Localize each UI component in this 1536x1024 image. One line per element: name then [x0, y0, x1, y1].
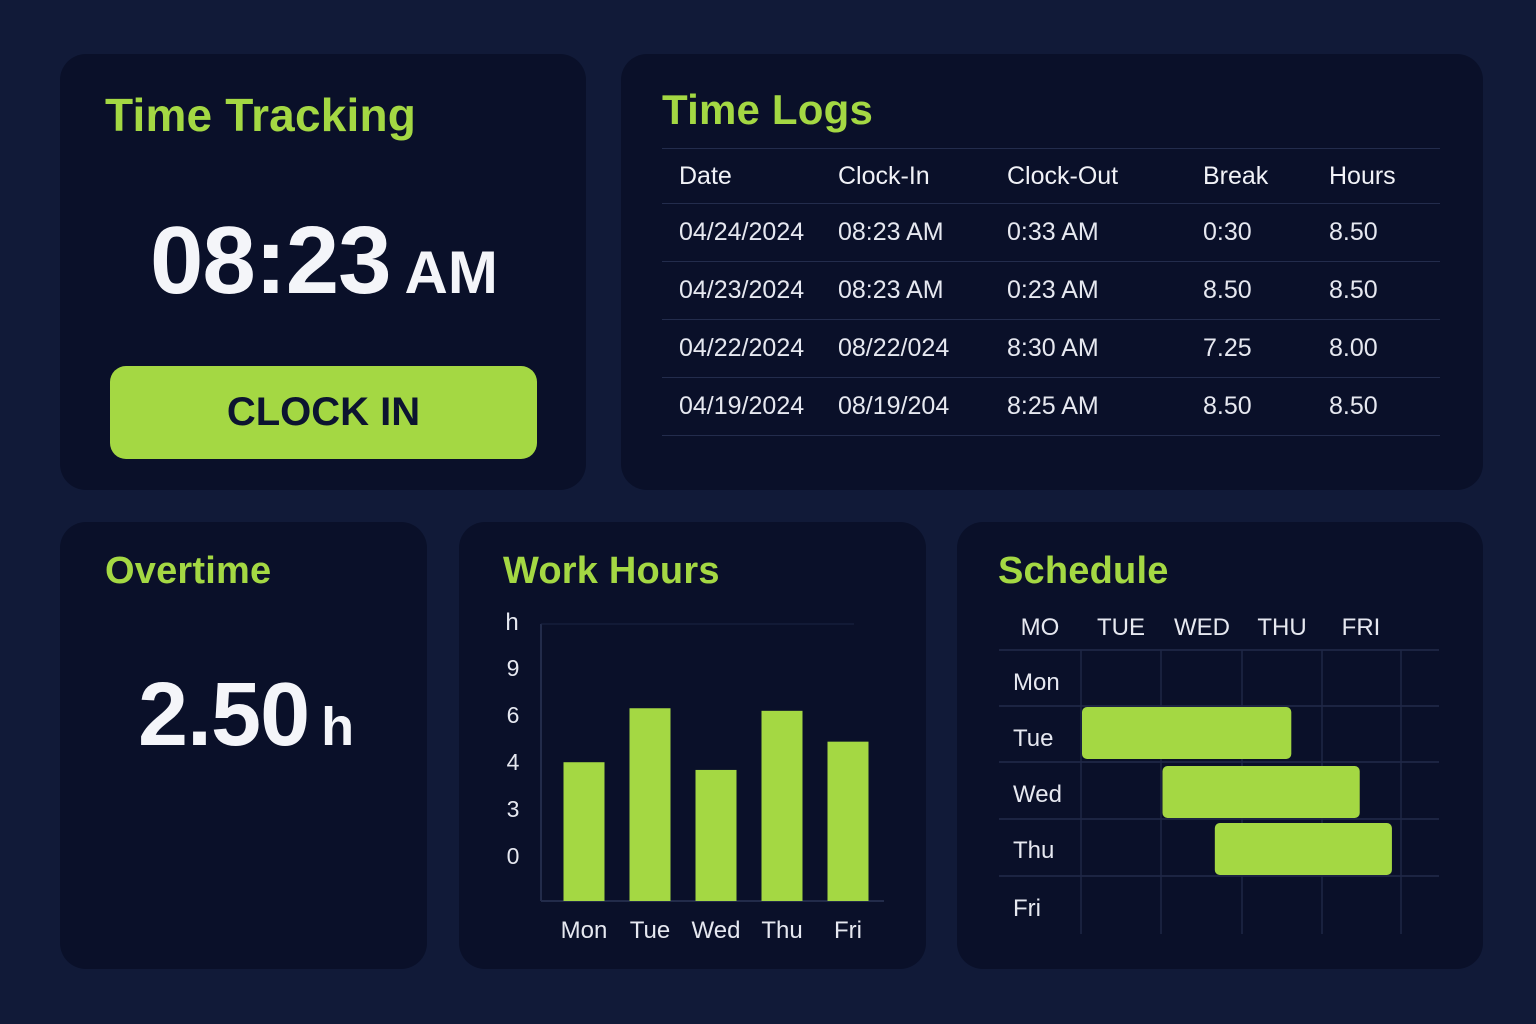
overtime-unit: h — [321, 697, 355, 757]
schedule-column-header: FRI — [1342, 614, 1381, 641]
cell-clock-out: 8:25 AM — [990, 377, 1186, 436]
cell-clock-in: 08/19/204 — [821, 377, 990, 436]
x-tick-label: Wed — [692, 917, 741, 944]
schedule-title: Schedule — [998, 550, 1169, 592]
x-tick-label: Thu — [761, 917, 802, 944]
cell-hours: 8.50 — [1312, 377, 1440, 436]
table-row: 04/24/2024 08:23 AM 0:33 AM 0:30 8.50 — [662, 203, 1440, 262]
cell-clock-out: 0:23 AM — [990, 261, 1186, 320]
schedule-column-header: WED — [1174, 614, 1230, 641]
current-time: 08:23 — [150, 207, 392, 314]
cell-date: 04/24/2024 — [662, 203, 821, 262]
x-tick-label: Mon — [561, 917, 608, 944]
table-header-row: Date Clock-In Clock-Out Break Hours — [662, 148, 1440, 204]
bar-thu — [761, 710, 803, 901]
bar-fri — [827, 741, 869, 901]
cell-hours: 8.00 — [1312, 319, 1440, 378]
y-axis-unit-label: h — [505, 609, 518, 636]
cell-hours: 8.50 — [1312, 203, 1440, 262]
schedule-row-label: Tue — [1013, 725, 1053, 752]
cell-date: 04/19/2024 — [662, 377, 821, 436]
shift-bar-tue — [1082, 707, 1292, 759]
work-hours-chart: h 9 6 4 3 0 Mon Tue Wed Thu Fri — [505, 609, 884, 944]
y-tick-label: 0 — [507, 843, 520, 869]
table-row: 04/22/2024 08/22/024 8:30 AM 7.25 8.00 — [662, 319, 1440, 378]
cell-clock-in: 08:23 AM — [821, 203, 990, 262]
cell-clock-in: 08:23 AM — [821, 261, 990, 320]
time-tracking-card: Time Tracking 08:23 AM CLOCK IN — [60, 54, 586, 490]
time-logs-table: Date Clock-In Clock-Out Break Hours 04/2… — [662, 148, 1440, 436]
cell-break: 0:30 — [1186, 203, 1312, 262]
shift-bar-wed — [1162, 766, 1360, 818]
work-hours-card: Work Hours h 9 6 4 3 0 Mon Tue Wed Thu Fri — [459, 522, 926, 969]
schedule-row-label: Thu — [1013, 837, 1054, 864]
time-tracking-title: Time Tracking — [105, 89, 417, 141]
bar-tue — [629, 708, 671, 901]
schedule-row-label: Fri — [1013, 895, 1041, 922]
schedule-column-header: MO — [1021, 614, 1060, 641]
schedule-row-label: Mon — [1013, 669, 1060, 696]
y-tick-label: 3 — [507, 796, 520, 822]
column-header-clock-in: Clock-In — [821, 148, 990, 204]
current-time-ampm: AM — [404, 239, 498, 306]
x-tick-label: Tue — [630, 917, 670, 944]
column-header-clock-out: Clock-Out — [990, 148, 1186, 204]
column-header-break: Break — [1186, 148, 1312, 204]
overtime-value: 2.50 — [138, 665, 310, 765]
y-tick-label: 4 — [507, 749, 520, 775]
cell-clock-out: 0:33 AM — [990, 203, 1186, 262]
y-tick-label: 9 — [507, 655, 520, 681]
schedule-column-header: TUE — [1097, 614, 1145, 641]
table-row: 04/19/2024 08/19/204 8:25 AM 8.50 8.50 — [662, 377, 1440, 436]
cell-clock-out: 8:30 AM — [990, 319, 1186, 378]
cell-clock-in: 08/22/024 — [821, 319, 990, 378]
overtime-display: 2.50 h — [138, 664, 354, 767]
schedule-grid: MO TUE WED THU FRI Mon Tue Wed Thu Fri — [999, 614, 1439, 934]
schedule-column-header: THU — [1257, 614, 1306, 641]
schedule-card: Schedule MO TUE WED THU FRI Mon Tue Wed Thu Fri — [957, 522, 1483, 969]
current-time-display: 08:23 AM — [150, 206, 498, 316]
cell-break: 8.50 — [1186, 261, 1312, 320]
cell-hours: 8.50 — [1312, 261, 1440, 320]
schedule-row-label: Wed — [1013, 781, 1062, 808]
overtime-card: Overtime 2.50 h — [60, 522, 427, 969]
time-logs-card: Time Logs Date Clock-In Clock-Out Break … — [621, 54, 1483, 490]
bar-wed — [695, 769, 737, 901]
cell-break: 8.50 — [1186, 377, 1312, 436]
y-tick-label: 6 — [507, 702, 520, 728]
column-header-hours: Hours — [1312, 148, 1440, 204]
column-header-date: Date — [662, 148, 821, 204]
work-hours-title: Work Hours — [503, 550, 720, 592]
time-logs-title: Time Logs — [662, 86, 874, 133]
cell-date: 04/23/2024 — [662, 261, 821, 320]
overtime-title: Overtime — [105, 550, 272, 592]
cell-break: 7.25 — [1186, 319, 1312, 378]
clock-in-button[interactable]: CLOCK IN — [110, 366, 537, 459]
cell-date: 04/22/2024 — [662, 319, 821, 378]
table-row: 04/23/2024 08:23 AM 0:23 AM 8.50 8.50 — [662, 261, 1440, 320]
x-tick-label: Fri — [834, 917, 862, 944]
shift-bar-thu — [1214, 823, 1392, 875]
bar-mon — [563, 762, 605, 901]
